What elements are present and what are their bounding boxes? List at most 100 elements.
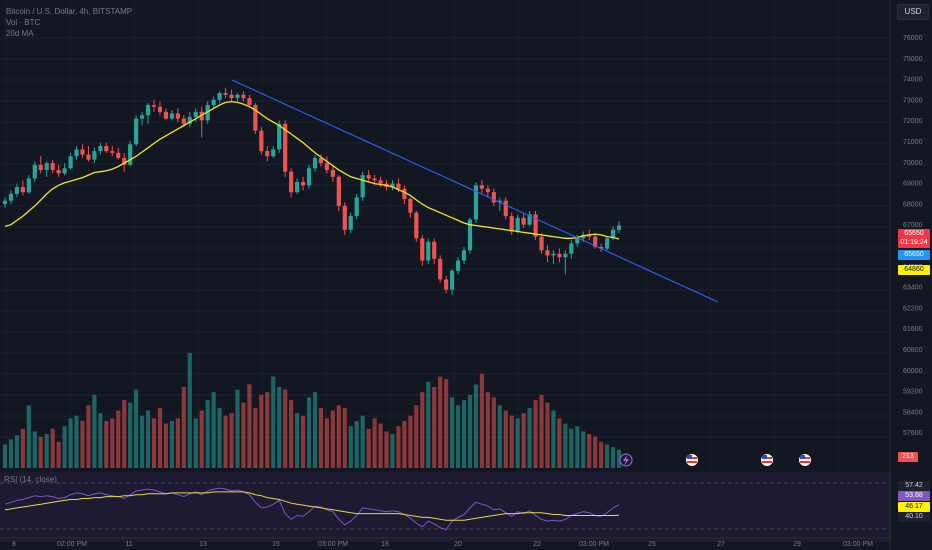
volume-bar: [140, 416, 144, 468]
volume-bars: [3, 353, 621, 468]
volume-bar: [355, 421, 359, 468]
volume-bar: [599, 442, 603, 468]
price-tick-label: 75000: [903, 56, 923, 63]
candle-body: [617, 226, 621, 230]
time-tick-label: 15: [272, 541, 280, 548]
volume-bar: [57, 442, 61, 468]
price-tick-label: 63400: [903, 285, 923, 292]
volume-bar: [110, 418, 114, 468]
price-tick-label: 73000: [903, 97, 923, 104]
time-tick-label: 27: [717, 541, 725, 548]
volume-bar: [468, 395, 472, 468]
volume-bar: [396, 426, 400, 468]
volume-bar: [539, 395, 543, 468]
rsi-value-tag: 40.10: [898, 512, 930, 522]
time-tick-label: 02:00 PM: [57, 541, 87, 548]
us-flag-icon[interactable]: [761, 454, 773, 466]
volume-bar: [295, 413, 299, 468]
volume-bar: [235, 390, 239, 468]
volume-bar: [337, 405, 341, 468]
volume-bar: [510, 416, 514, 468]
rsi-indicator-label[interactable]: RSI (14, close): [4, 475, 57, 484]
candle-body: [259, 131, 263, 152]
volume-bar: [128, 403, 132, 468]
volume-bar: [325, 418, 329, 468]
us-flag-icon[interactable]: [799, 454, 811, 466]
price-tick-label: 60800: [903, 347, 923, 354]
candle-body: [86, 155, 90, 160]
volume-bar: [134, 390, 138, 468]
volume-bar: [426, 382, 430, 468]
candle-body: [420, 238, 424, 260]
volume-bar: [462, 400, 466, 468]
volume-bar: [528, 408, 532, 468]
volume-bar: [533, 400, 537, 468]
volume-bar: [39, 437, 43, 468]
volume-bar: [92, 395, 96, 468]
volume-bar: [432, 387, 436, 468]
volume-bar: [63, 426, 67, 468]
candle-body: [539, 237, 543, 251]
symbol-title[interactable]: Bitcoin / U.S. Dollar, 4h, BITSTAMP: [6, 6, 132, 17]
candle-body: [307, 168, 311, 185]
candle-body: [247, 98, 251, 105]
time-tick-label: 13: [199, 541, 207, 548]
volume-bar: [74, 416, 78, 468]
candle-body: [63, 168, 67, 173]
volume-bar: [450, 397, 454, 468]
volume-bar: [116, 411, 120, 469]
ma-value-tag: 64860: [898, 265, 930, 275]
candle-body: [68, 156, 72, 168]
volume-bar: [152, 418, 156, 468]
candle-body: [152, 105, 156, 107]
volume-bar: [164, 424, 168, 468]
price-tick-label: 71000: [903, 139, 923, 146]
price-tick-label: 69000: [903, 181, 923, 188]
candle-body: [134, 119, 138, 145]
candle-body: [158, 107, 162, 112]
volume-bar: [557, 418, 561, 468]
volume-bar: [378, 424, 382, 468]
volume-value-tag: 213: [898, 452, 918, 462]
candle-body: [74, 149, 78, 156]
candle-body: [349, 216, 353, 230]
price-tick-label: 74000: [903, 77, 923, 84]
candle-body: [426, 242, 430, 261]
candle-body: [522, 218, 526, 225]
volume-bar: [343, 408, 347, 468]
candle-body: [343, 206, 347, 230]
time-tick-label: 22: [533, 541, 541, 548]
volume-bar: [551, 411, 555, 469]
volume-bar: [349, 426, 353, 468]
volume-indicator-label[interactable]: Vol · BTC: [6, 17, 132, 28]
candle-body: [235, 95, 239, 98]
candle-body: [331, 170, 335, 177]
volume-bar: [361, 416, 365, 468]
candle-body: [355, 197, 359, 216]
candle-body: [140, 115, 144, 118]
volume-bar: [241, 403, 245, 468]
candle-body: [218, 93, 222, 100]
candle-body: [194, 112, 198, 117]
volume-bar: [146, 411, 150, 469]
volume-bar: [313, 392, 317, 468]
ma-indicator-label[interactable]: 20d MA: [6, 28, 132, 39]
candle-body: [367, 175, 371, 178]
lightning-icon[interactable]: [620, 454, 632, 466]
volume-bar: [182, 387, 186, 468]
us-flag-icon[interactable]: [686, 454, 698, 466]
volume-bar: [307, 397, 311, 468]
volume-bar: [367, 429, 371, 468]
candle-body: [229, 95, 233, 98]
candle-body: [450, 271, 454, 290]
volume-bar: [301, 416, 305, 468]
volume-bar: [474, 384, 478, 468]
volume-bar: [486, 392, 490, 468]
time-tick-label: 8: [12, 541, 16, 548]
volume-bar: [498, 405, 502, 468]
currency-button[interactable]: USD: [897, 4, 929, 20]
candle-body: [569, 243, 573, 253]
volume-bar: [271, 377, 275, 468]
volume-bar: [402, 421, 406, 468]
